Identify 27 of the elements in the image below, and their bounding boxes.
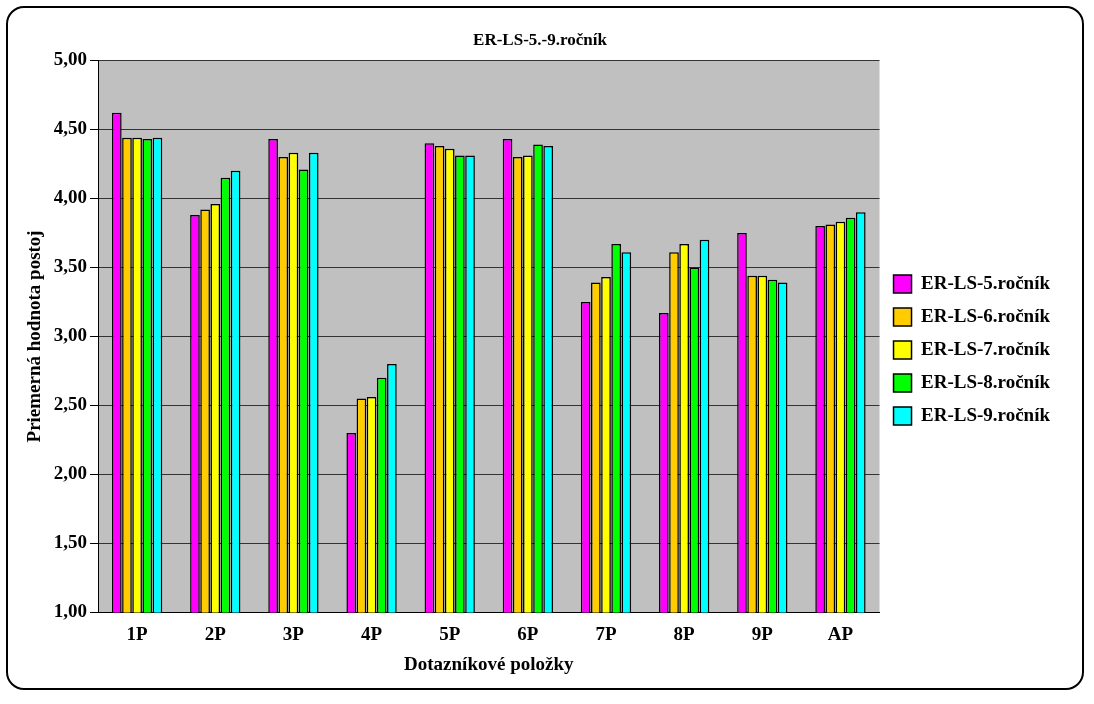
x-tick-label: 4P <box>361 622 383 644</box>
y-tick-label: 3,00 <box>53 324 88 346</box>
y-tick-label: 1,50 <box>53 531 88 553</box>
legend-label: ER-LS-9.ročník <box>921 403 1051 425</box>
x-tick-label: 5P <box>439 622 461 644</box>
legend-label: ER-LS-6.ročník <box>921 304 1051 326</box>
x-tick-label: 7P <box>595 622 617 644</box>
y-tick-label: 4,50 <box>53 117 88 139</box>
y-tick-label: 2,00 <box>53 462 88 484</box>
x-tick-label: 3P <box>282 622 305 644</box>
legend-label: ER-LS-7.ročník <box>921 337 1051 359</box>
x-axis-title: Dotazníkové položky <box>404 652 574 674</box>
x-tick-label: 6P <box>517 622 539 644</box>
legend-label: ER-LS-8.ročník <box>921 370 1051 392</box>
x-tick-label: 2P <box>204 622 227 644</box>
chart-title: ER-LS-5.-9.ročník <box>473 29 608 49</box>
y-tick-label: 2,50 <box>53 393 88 415</box>
y-tick-label: 3,50 <box>53 255 88 277</box>
x-tick-label: 1P <box>126 622 149 644</box>
y-tick-label: 4,00 <box>53 186 88 208</box>
y-tick-label: 5,00 <box>53 48 88 70</box>
legend-label: ER-LS-5.ročník <box>921 271 1051 293</box>
x-tick-label: 8P <box>673 622 696 644</box>
x-tick-label: AP <box>827 622 854 644</box>
y-tick-label: 1,00 <box>53 600 88 622</box>
x-tick-label: 9P <box>751 622 774 644</box>
y-axis-title: Priemerná hodnota postoj <box>23 230 45 443</box>
